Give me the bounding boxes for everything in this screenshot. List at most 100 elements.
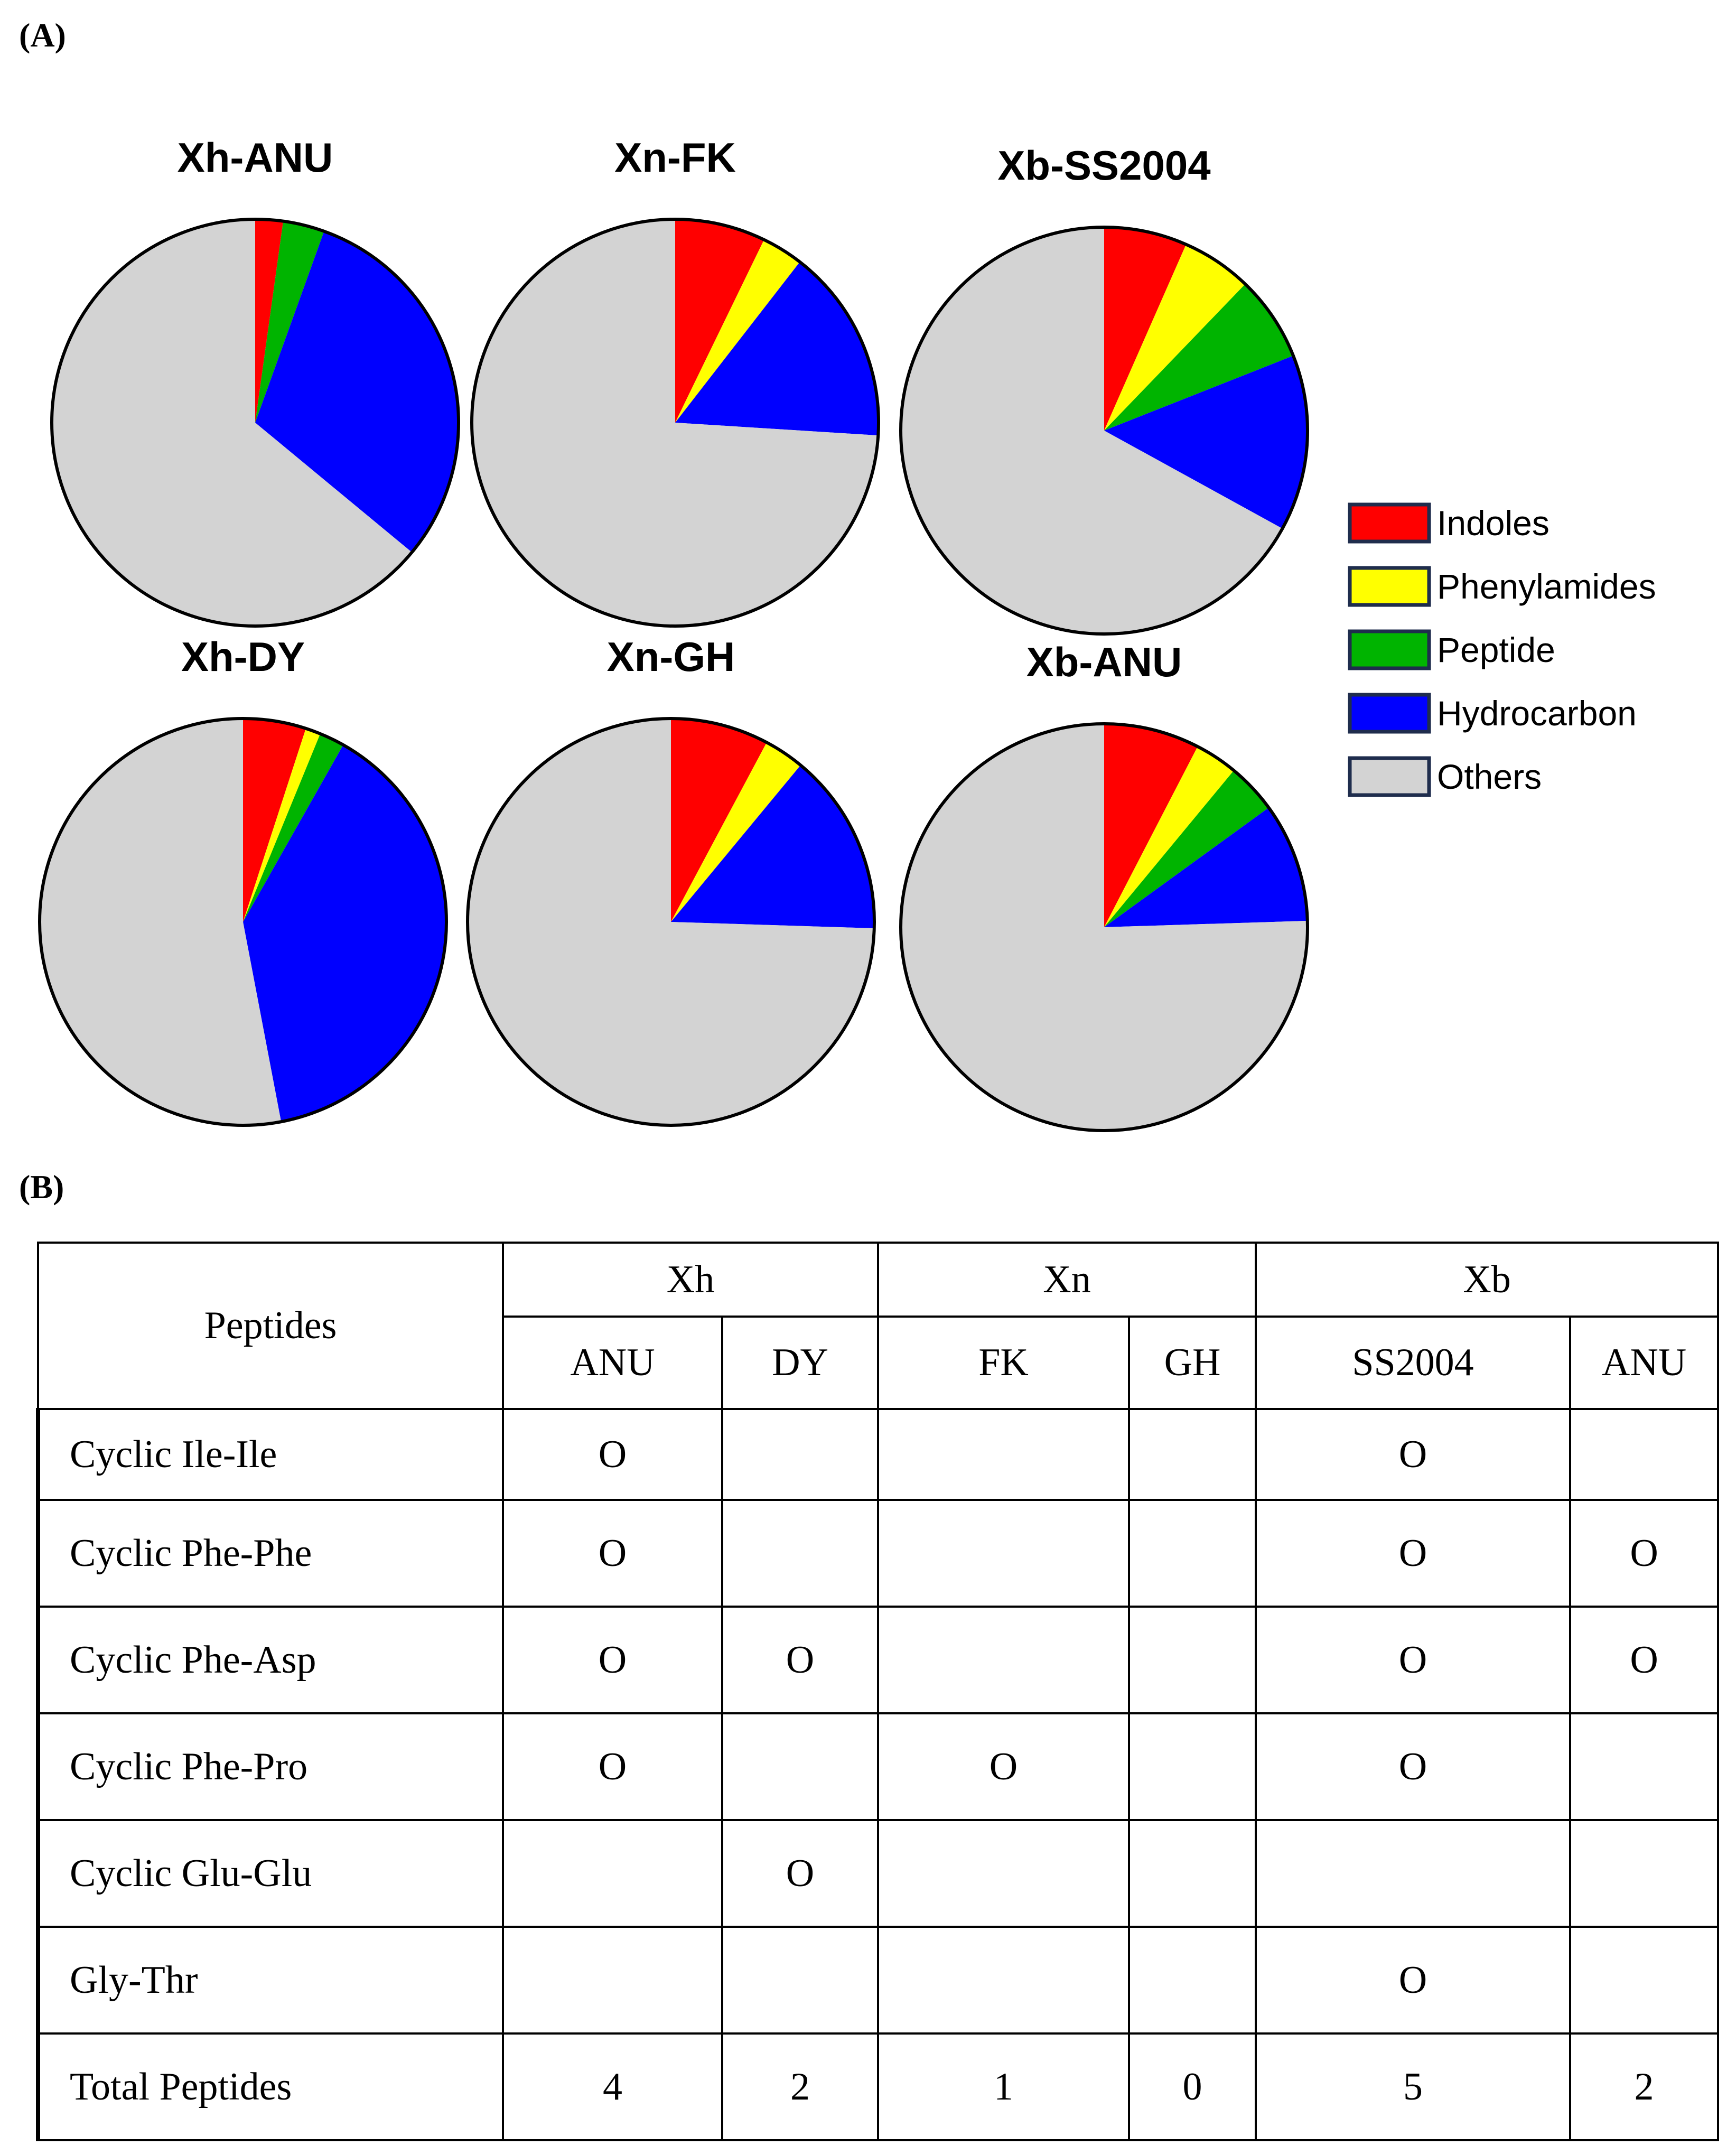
pie-charts: Xh-ANU Xn-FK Xb-SS2004 Xh-DY Xn-GH Xb-ANU Indo… (38, 134, 1656, 1132)
legend-item: Indoles (1348, 502, 1550, 544)
group-header: Xh (501, 1242, 880, 1318)
row-name: Cyclic Phe-Pro (36, 1712, 504, 1821)
table-cell: O (1255, 1606, 1572, 1714)
table-row: Cyclic Phe-Phe O O O (36, 1499, 1720, 1608)
pie-chart: Xb-ANU (899, 639, 1309, 1132)
pie-chart: Xb-SS2004 (899, 142, 1309, 636)
pie-title: Xh-ANU (178, 134, 333, 181)
legend-swatch (1348, 566, 1431, 607)
table-cell: O (502, 1712, 723, 1821)
legend-label: Peptide (1437, 630, 1555, 669)
pie-slice-hydrocarbon (1104, 356, 1308, 529)
row-name: Cyclic Phe-Phe (36, 1499, 504, 1608)
pie-slice-phenylamides (1104, 747, 1234, 927)
table-cell: 4 (502, 2032, 723, 2141)
pie-outline (466, 717, 876, 1127)
pie-chart: Xn-FK (470, 134, 880, 628)
pie-slice-peptide (1104, 284, 1293, 431)
table-row: Total Peptides 4 2 1 0 5 2 (36, 2032, 1720, 2141)
panel-a-label: (A) (19, 16, 66, 54)
pie-slice-indoles (1104, 227, 1187, 431)
group-header: Xn (877, 1242, 1257, 1318)
table-cell: O (1255, 1712, 1572, 1821)
table-cell (1128, 1926, 1257, 2035)
row-name: Cyclic Phe-Asp (36, 1606, 504, 1714)
pie-title: Xn-FK (614, 134, 736, 181)
legend-item: Peptide (1348, 629, 1555, 670)
strain-header: ANU (502, 1316, 723, 1410)
pie-outline (38, 717, 448, 1127)
table-cell: O (1255, 1499, 1572, 1608)
pie-outline (899, 722, 1309, 1132)
strain-header: DY (721, 1316, 880, 1410)
table-cell: O (1569, 1606, 1720, 1714)
table-cell (721, 1926, 880, 2035)
pie-slice-peptide (243, 733, 343, 922)
table-cell (1128, 1499, 1257, 1608)
table-cell (1128, 1606, 1257, 1714)
legend-swatch (1348, 756, 1431, 797)
legend-swatch (1348, 693, 1431, 734)
table-cell (1569, 1408, 1720, 1501)
legend-item: Others (1348, 756, 1542, 797)
table-row: Cyclic Phe-Pro O O O (36, 1712, 1720, 1821)
table-corner-header: Peptides (37, 1242, 504, 1410)
row-name: Cyclic Ile-Ile (36, 1408, 504, 1501)
pie-slice-indoles (243, 719, 306, 922)
row-name: Total Peptides (36, 2032, 504, 2141)
peptides-table: Peptides Xh Xn Xb ANU DY FK GH SS2004 AN… (36, 1242, 1720, 2141)
pie-outline (50, 218, 460, 628)
pie-chart: Xh-ANU (50, 134, 460, 628)
group-header: Xb (1255, 1242, 1720, 1318)
table-cell (502, 1926, 723, 2035)
pie-slice-peptide (255, 221, 324, 423)
pie-slice-hydrocarbon (675, 262, 879, 436)
table-cell: O (1569, 1499, 1720, 1608)
table-cell: O (1255, 1408, 1572, 1501)
table-row: Cyclic Glu-Glu O (36, 1819, 1720, 1928)
pie-slice-phenylamides (671, 742, 801, 922)
pie-slice-others (40, 719, 282, 1125)
pie-slice-others (468, 719, 874, 1126)
legend-swatch (1348, 629, 1431, 670)
table-cell (1569, 1712, 1720, 1821)
table-cell: O (502, 1606, 723, 1714)
pie-slice-indoles (675, 219, 764, 423)
table-cell: O (1255, 1926, 1572, 2035)
table-cell (1569, 1926, 1720, 2035)
pie-title: Xn-GH (607, 633, 735, 680)
pie-slice-others (901, 724, 1308, 1131)
legend-swatch (1348, 502, 1431, 544)
table-cell (1255, 1819, 1572, 1928)
table-cell (1128, 1712, 1257, 1821)
table-cell: 1 (877, 2032, 1131, 2141)
strain-header: GH (1128, 1316, 1257, 1410)
pie-title: Xb-SS2004 (997, 142, 1210, 189)
panel-b-label: (B) (19, 1168, 64, 1206)
table-cell (877, 1926, 1131, 2035)
table-row: Cyclic Phe-Asp O O O O (36, 1606, 1720, 1714)
legend-label: Indoles (1437, 503, 1550, 543)
row-name: Cyclic Glu-Glu (36, 1819, 504, 1928)
pie-slice-hydrocarbon (255, 231, 459, 553)
table-cell: 2 (1569, 2032, 1720, 2141)
pie-slice-indoles (671, 719, 767, 922)
table-cell (877, 1499, 1131, 1608)
pie-slice-hydrocarbon (243, 744, 447, 1122)
pie-slice-hydrocarbon (1104, 807, 1308, 927)
strain-header: ANU (1569, 1316, 1720, 1410)
row-name: Gly-Thr (36, 1926, 504, 2035)
table-row: Cyclic Ile-Ile O O (36, 1408, 1720, 1501)
pie-slice-peptide (1104, 770, 1269, 927)
pie-outline (899, 226, 1309, 636)
table-cell (1569, 1819, 1720, 1928)
table-cell (721, 1499, 880, 1608)
pie-title: Xb-ANU (1026, 639, 1182, 685)
table-cell: 0 (1128, 2032, 1257, 2141)
pie-slice-others (51, 219, 412, 626)
pie-slice-others (901, 227, 1283, 634)
pie-chart: Xn-GH (466, 633, 876, 1127)
table-cell: O (721, 1606, 880, 1714)
pie-chart: Xh-DY (38, 633, 448, 1127)
table-cell (502, 1819, 723, 1928)
